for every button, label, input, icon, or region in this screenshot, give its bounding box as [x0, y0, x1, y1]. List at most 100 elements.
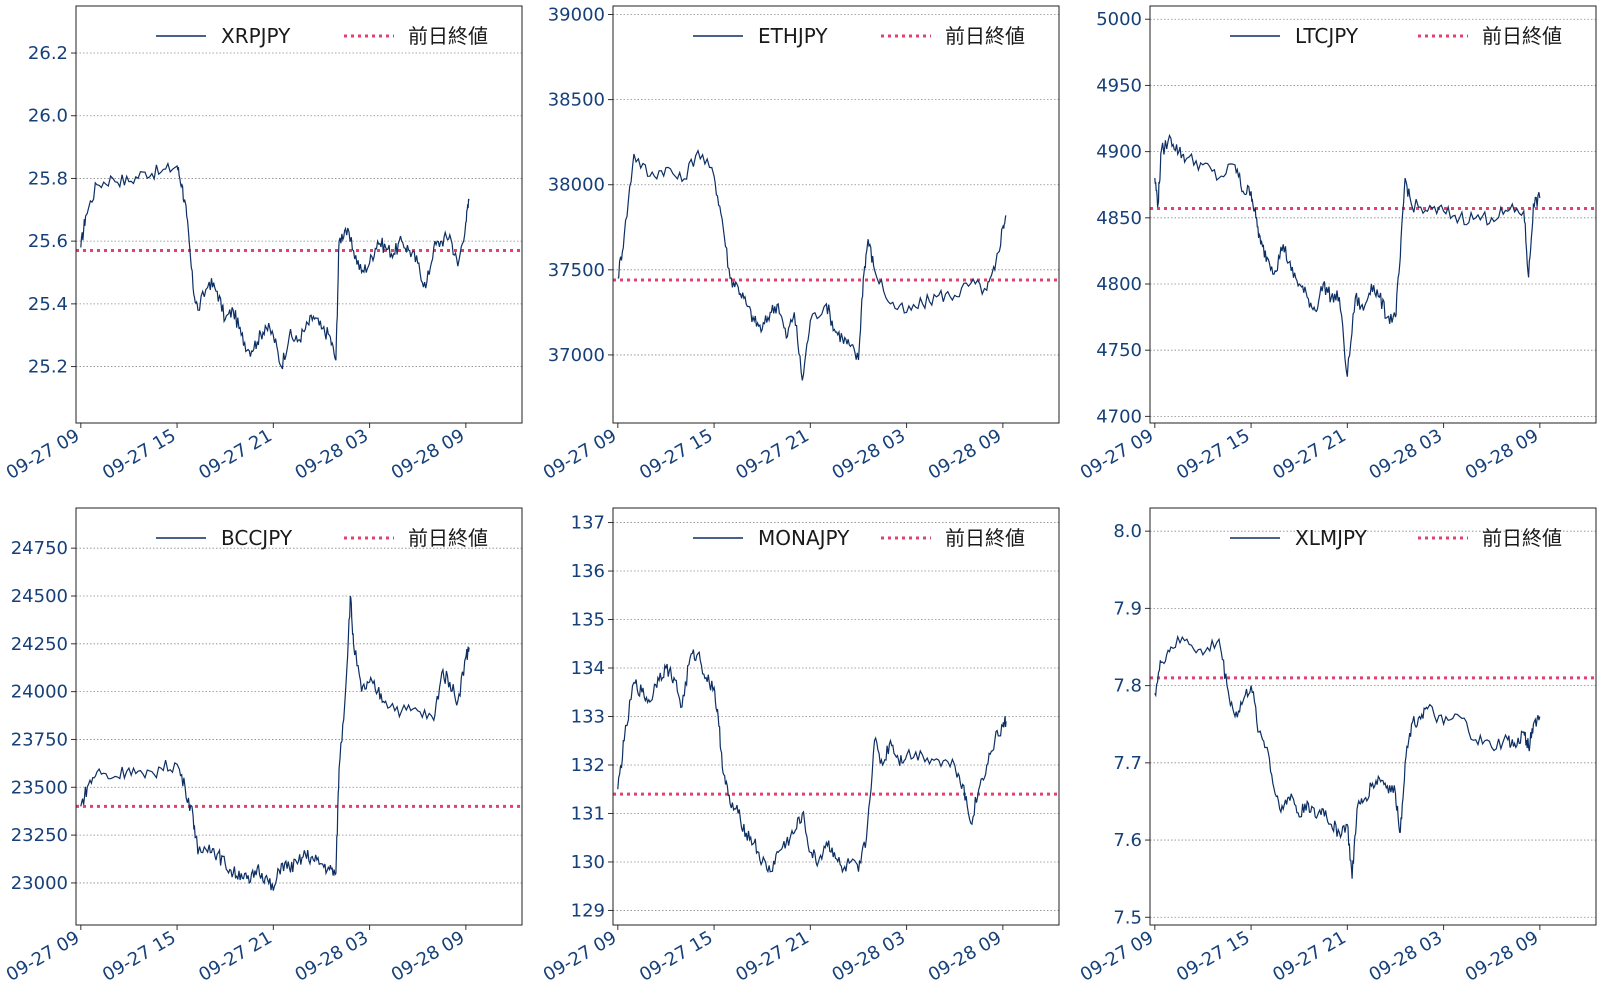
legend-reference-label: 前日終値: [1482, 526, 1562, 550]
y-tick-label: 24750: [11, 538, 68, 559]
y-tick-label: 134: [571, 658, 605, 679]
y-tick-label: 7.7: [1113, 753, 1142, 774]
y-tick-label: 25.6: [28, 231, 68, 252]
y-tick-label: 129: [571, 900, 605, 921]
x-tick-label: 09-28 09: [1462, 927, 1543, 986]
series-line: [617, 649, 1007, 874]
plot-frame: [1149, 5, 1597, 424]
legend-series-label: BCCJPY: [221, 526, 293, 550]
y-tick-label: 23500: [11, 777, 68, 798]
x-tick-label: 09-27 21: [732, 425, 813, 484]
x-tick-label: 09-27 09: [540, 425, 621, 484]
y-tick-label: 4750: [1096, 340, 1142, 361]
y-tick-label: 7.5: [1113, 907, 1142, 928]
y-tick-label: 23000: [11, 873, 68, 894]
legend-series-label: XRPJPY: [221, 24, 291, 48]
y-tick-label: 25.2: [28, 357, 68, 378]
plot-frame: [612, 507, 1060, 926]
y-tick-label: 7.9: [1113, 598, 1142, 619]
y-tick-label: 4850: [1096, 208, 1142, 229]
y-tick-label: 4800: [1096, 274, 1142, 295]
x-tick-label: 09-27 15: [636, 425, 717, 484]
y-tick-label: 135: [571, 610, 605, 631]
y-tick-label: 4900: [1096, 142, 1142, 163]
x-tick-label: 09-27 09: [1077, 927, 1158, 986]
legend-reference-label: 前日終値: [945, 24, 1025, 48]
legend-series-label: LTCJPY: [1295, 24, 1359, 48]
legend-reference-label: 前日終値: [1482, 24, 1562, 48]
x-tick-label: 09-27 09: [540, 927, 621, 986]
x-tick-label: 09-27 21: [1269, 927, 1350, 986]
plot-frame: [75, 5, 523, 424]
x-tick-label: 09-27 09: [3, 927, 84, 986]
y-tick-label: 136: [571, 561, 605, 582]
y-tick-label: 133: [571, 707, 605, 728]
chart-panel: 4700 4750 4800 4850 4900 4950 5000 09-27 09 09-2…: [1077, 5, 1597, 484]
plot-frame: [612, 5, 1060, 424]
x-tick-label: 09-27 21: [1269, 425, 1350, 484]
legend-reference-label: 前日終値: [945, 526, 1025, 550]
legend: ETHJPY 前日終値: [693, 24, 1025, 48]
x-tick-label: 09-28 03: [1365, 425, 1446, 484]
y-tick-label: 39000: [548, 5, 605, 26]
series-line: [80, 595, 470, 891]
x-tick-label: 09-27 21: [195, 425, 276, 484]
x-tick-label: 09-27 21: [195, 927, 276, 986]
legend: MONAJPY 前日終値: [693, 526, 1025, 550]
y-tick-label: 23250: [11, 825, 68, 846]
y-tick-label: 26.0: [28, 106, 68, 127]
y-tick-label: 24500: [11, 586, 68, 607]
y-tick-label: 7.8: [1113, 676, 1142, 697]
y-tick-label: 7.6: [1113, 830, 1142, 851]
x-tick-label: 09-27 15: [1173, 927, 1254, 986]
x-tick-label: 09-28 09: [925, 425, 1006, 484]
legend: BCCJPY 前日終値: [156, 526, 488, 550]
legend-reference-label: 前日終値: [408, 24, 488, 48]
legend-reference-label: 前日終値: [408, 526, 488, 550]
chart-panel: 25.2 25.4 25.6 25.8 26.0 26.2 09-27 09 09-27 15…: [3, 5, 523, 484]
x-tick-label: 09-28 09: [925, 927, 1006, 986]
chart-panel: 37000 37500 38000 38500 39000 09-27 09 09-27 1…: [540, 5, 1060, 484]
plot-frame: [75, 507, 523, 926]
x-tick-label: 09-27 09: [1077, 425, 1158, 484]
x-tick-label: 09-28 03: [291, 927, 372, 986]
series-line: [617, 148, 1007, 381]
x-tick-label: 09-27 21: [732, 927, 813, 986]
y-tick-label: 4700: [1096, 406, 1142, 427]
chart-panel: 129 130 131 132 133 134 135 136 137 09-27 09 09-27…: [540, 507, 1060, 986]
y-tick-label: 132: [571, 755, 605, 776]
y-tick-label: 38000: [548, 175, 605, 196]
series-line: [1154, 133, 1541, 377]
legend: LTCJPY 前日終値: [1230, 24, 1562, 48]
legend: XLMJPY 前日終値: [1230, 526, 1562, 550]
x-tick-label: 09-28 03: [1365, 927, 1446, 986]
y-tick-label: 131: [571, 803, 605, 824]
y-tick-label: 24000: [11, 682, 68, 703]
legend: XRPJPY 前日終値: [156, 24, 488, 48]
series-line: [80, 161, 470, 370]
x-tick-label: 09-28 03: [291, 425, 372, 484]
y-tick-label: 25.8: [28, 168, 68, 189]
x-tick-label: 09-28 03: [828, 927, 909, 986]
x-tick-label: 09-27 15: [99, 927, 180, 986]
legend-series-label: XLMJPY: [1295, 526, 1368, 550]
y-tick-label: 25.4: [28, 294, 68, 315]
x-tick-label: 09-28 09: [388, 425, 469, 484]
x-tick-label: 09-27 15: [99, 425, 180, 484]
plot-frame: [1149, 507, 1597, 926]
y-tick-label: 37000: [548, 345, 605, 366]
y-tick-label: 23750: [11, 729, 68, 750]
x-tick-label: 09-27 15: [1173, 425, 1254, 484]
x-tick-label: 09-28 03: [828, 425, 909, 484]
y-tick-label: 4950: [1096, 75, 1142, 96]
y-tick-label: 26.2: [28, 43, 68, 64]
x-tick-label: 09-28 09: [1462, 425, 1543, 484]
y-tick-label: 137: [571, 513, 605, 534]
y-tick-label: 8.0: [1113, 521, 1142, 542]
y-tick-label: 24250: [11, 634, 68, 655]
x-tick-label: 09-27 09: [3, 425, 84, 484]
legend-series-label: ETHJPY: [758, 24, 828, 48]
series-line: [1154, 634, 1541, 879]
y-tick-label: 130: [571, 852, 605, 873]
